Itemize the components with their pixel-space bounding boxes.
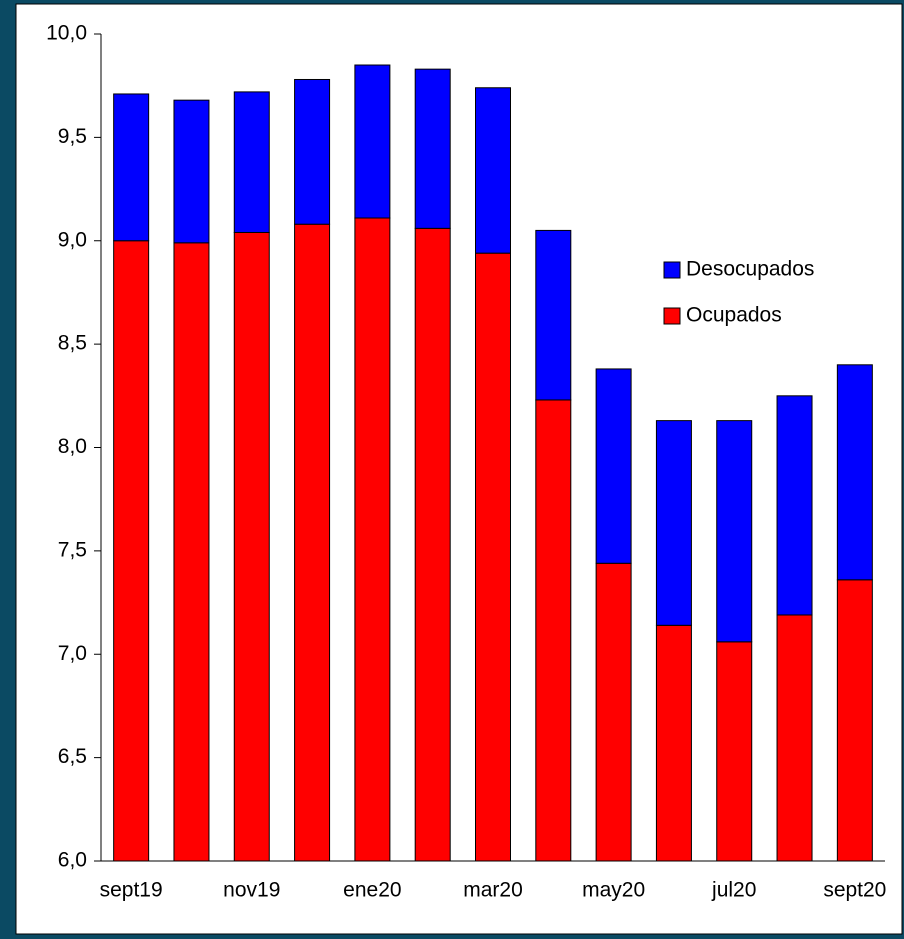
bar-segment	[776, 395, 813, 616]
bar-segment	[233, 91, 270, 233]
y-tick-label: 10,0	[46, 22, 87, 45]
x-tick-label: mar20	[463, 879, 523, 902]
bar-segment	[535, 399, 572, 862]
y-tick-label: 6,5	[58, 745, 87, 768]
x-tick-label: sept20	[823, 879, 886, 902]
bar-segment	[716, 420, 753, 643]
bar-segment	[595, 562, 632, 862]
bar-segment	[535, 229, 572, 401]
y-tick-label: 9,0	[58, 228, 87, 251]
legend-swatch	[663, 307, 681, 325]
chart-area	[15, 3, 903, 935]
legend-swatch	[663, 261, 681, 279]
bar-segment	[595, 368, 632, 564]
bar-segment	[836, 364, 873, 581]
x-tick-label: sept19	[100, 879, 163, 902]
bar-segment	[716, 641, 753, 862]
bar-segment	[354, 217, 391, 862]
x-tick-label: nov19	[223, 879, 280, 902]
bar-segment	[113, 240, 150, 862]
x-tick-label: ene20	[343, 879, 401, 902]
bar-segment	[173, 242, 210, 862]
bar-segment	[414, 227, 451, 862]
bar-segment	[354, 64, 391, 219]
bar-segment	[173, 99, 210, 244]
bar-segment	[414, 68, 451, 229]
legend-label: Ocupados	[686, 304, 782, 327]
bar-segment	[233, 231, 270, 862]
y-tick-label: 8,5	[58, 332, 87, 355]
bar-segment	[475, 252, 511, 862]
bar-segment	[475, 87, 511, 254]
y-tick-label: 7,0	[58, 642, 87, 665]
bar-segment	[836, 579, 873, 862]
bar-segment	[294, 223, 331, 862]
y-tick-label: 7,5	[58, 538, 87, 561]
x-tick-label: jul20	[711, 879, 756, 902]
bar-segment	[655, 624, 692, 862]
x-tick-label: may20	[582, 879, 645, 902]
bar-segment	[655, 420, 692, 626]
y-tick-label: 8,0	[58, 435, 87, 458]
bar-segment	[294, 78, 331, 225]
legend-label: Desocupados	[686, 258, 814, 281]
bar-segment	[113, 93, 150, 242]
y-tick-label: 9,5	[58, 125, 87, 148]
bar-segment	[776, 614, 813, 862]
y-tick-label: 6,0	[58, 849, 87, 872]
